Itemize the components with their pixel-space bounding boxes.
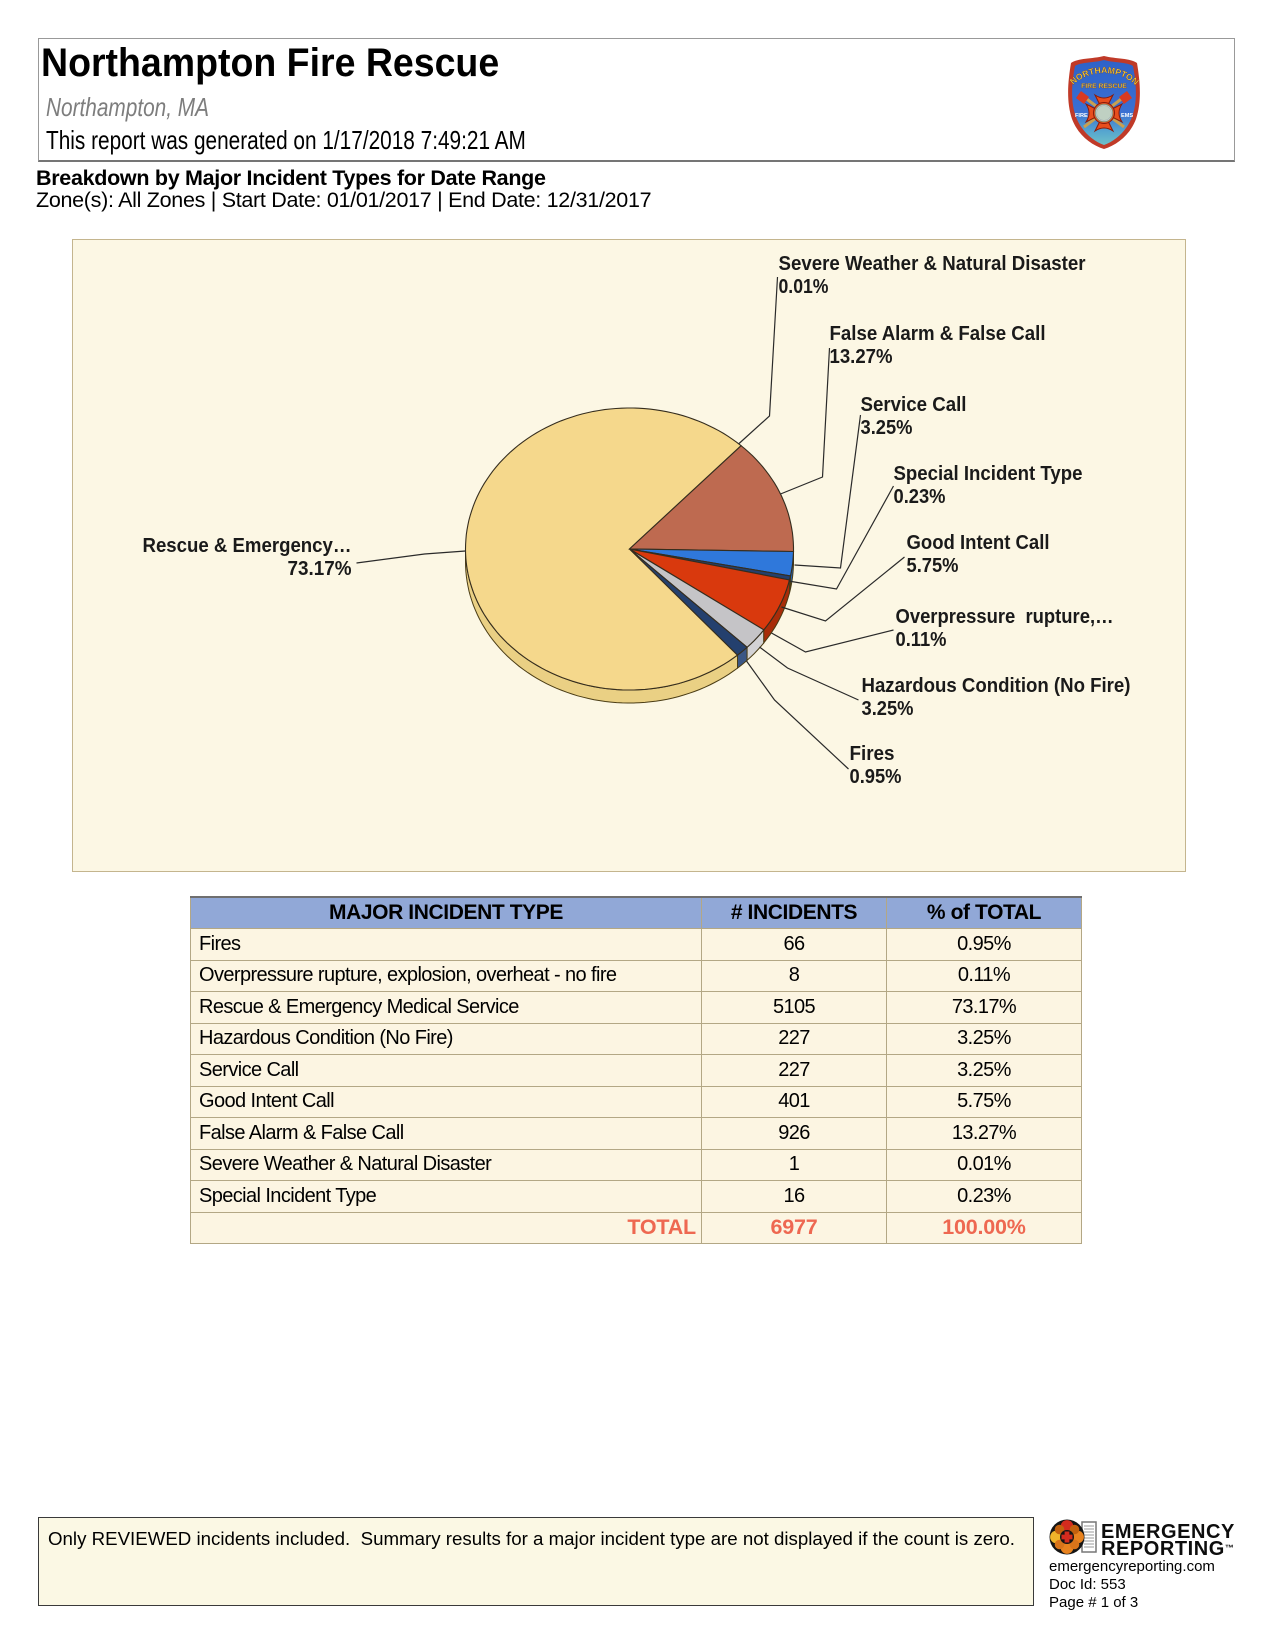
svg-text:Severe Weather & Natural Disas: Severe Weather & Natural Disaster [779,252,1086,275]
svg-text:3.25%: 3.25% [862,697,914,720]
svg-text:Fires: Fires [850,742,895,765]
svg-text:Service Call: Service Call [861,393,967,416]
svg-text:Overpressure rupture,…: Overpressure rupture,… [896,605,1114,628]
svg-text:13.27%: 13.27% [830,345,893,368]
svg-text:73.17%: 73.17% [288,557,352,580]
svg-text:0.23%: 0.23% [894,485,946,508]
svg-text:Special Incident Type: Special Incident Type [894,462,1083,485]
svg-text:0.01%: 0.01% [779,275,829,298]
svg-text:FIRE RESCUE: FIRE RESCUE [1081,83,1127,90]
svg-text:Good Intent Call: Good Intent Call [907,531,1050,554]
svg-text:5.75%: 5.75% [907,554,959,577]
svg-text:False Alarm & False Call: False Alarm & False Call [830,322,1046,345]
svg-text:3.25%: 3.25% [861,416,913,439]
svg-text:Hazardous Condition (No Fire): Hazardous Condition (No Fire) [862,674,1131,697]
svg-text:0.11%: 0.11% [896,628,947,651]
svg-text:0.95%: 0.95% [850,765,902,788]
svg-text:FIRE: FIRE [1075,113,1088,119]
svg-text:EMS: EMS [1121,113,1133,119]
svg-text:Rescue & Emergency…: Rescue & Emergency… [143,534,352,557]
